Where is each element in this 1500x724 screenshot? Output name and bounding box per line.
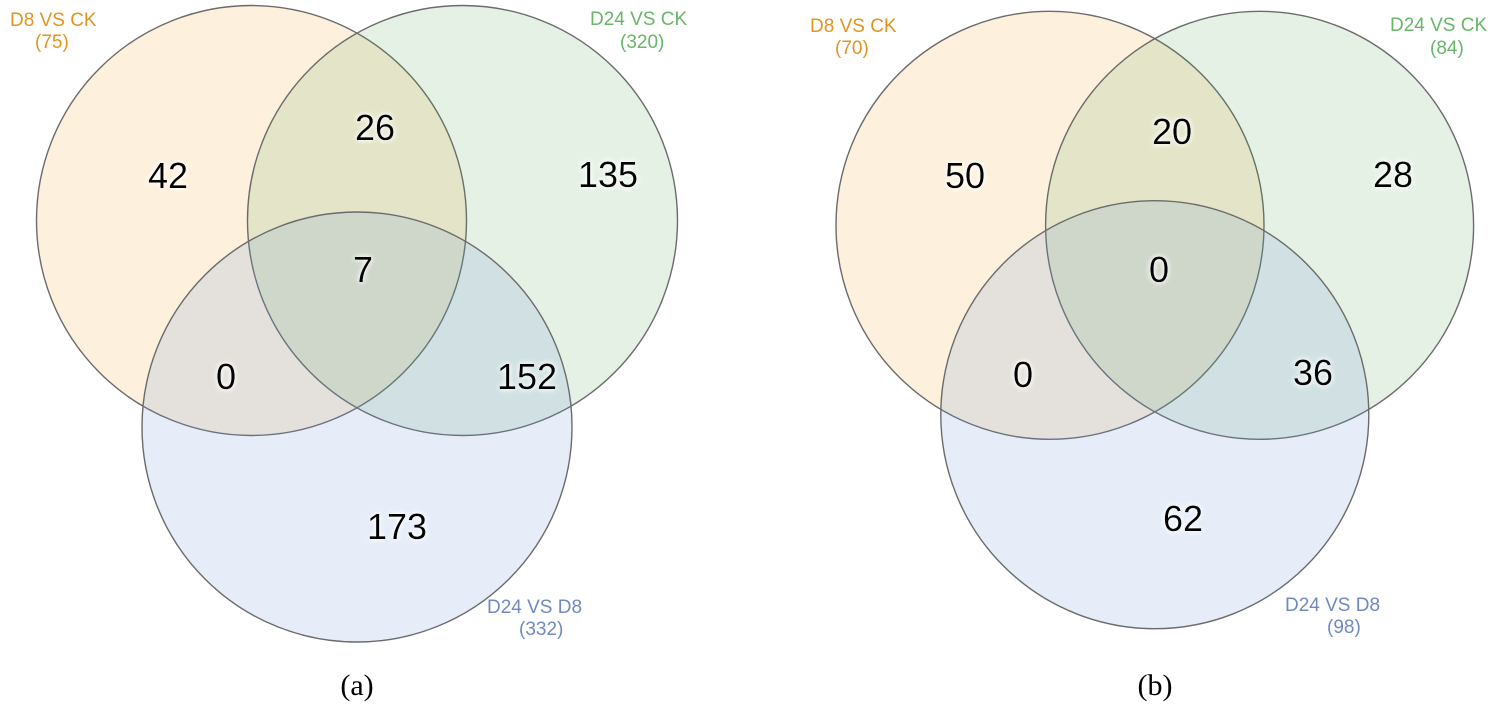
- svg-text:0: 0: [216, 356, 236, 397]
- svg-text:D24 VS D8: D24 VS D8: [487, 597, 582, 618]
- svg-text:135: 135: [578, 154, 638, 195]
- svg-text:D8 VS CK: D8 VS CK: [10, 10, 97, 31]
- svg-text:(98): (98): [1327, 617, 1361, 638]
- svg-text:50: 50: [945, 155, 985, 196]
- svg-text:(320): (320): [620, 32, 664, 53]
- svg-text:28: 28: [1373, 154, 1413, 195]
- svg-text:D8 VS CK: D8 VS CK: [810, 16, 897, 37]
- svg-text:D24 VS CK: D24 VS CK: [1390, 15, 1487, 36]
- svg-text:20: 20: [1152, 111, 1192, 152]
- svg-text:(332): (332): [519, 619, 563, 640]
- svg-text:0: 0: [1013, 354, 1033, 395]
- svg-text:26: 26: [355, 107, 395, 148]
- svg-text:D24 VS CK: D24 VS CK: [590, 9, 687, 30]
- svg-text:42: 42: [148, 155, 188, 196]
- svg-text:173: 173: [367, 506, 427, 547]
- svg-text:7: 7: [353, 249, 373, 290]
- svg-text:152: 152: [497, 356, 557, 397]
- svg-text:(75): (75): [35, 32, 69, 53]
- svg-text:(70): (70): [835, 38, 869, 59]
- svg-text:D24 VS D8: D24 VS D8: [1285, 595, 1380, 616]
- svg-text:0: 0: [1149, 249, 1169, 290]
- svg-text:36: 36: [1293, 352, 1333, 393]
- svg-text:62: 62: [1163, 498, 1203, 539]
- svg-text:(84): (84): [1430, 38, 1464, 59]
